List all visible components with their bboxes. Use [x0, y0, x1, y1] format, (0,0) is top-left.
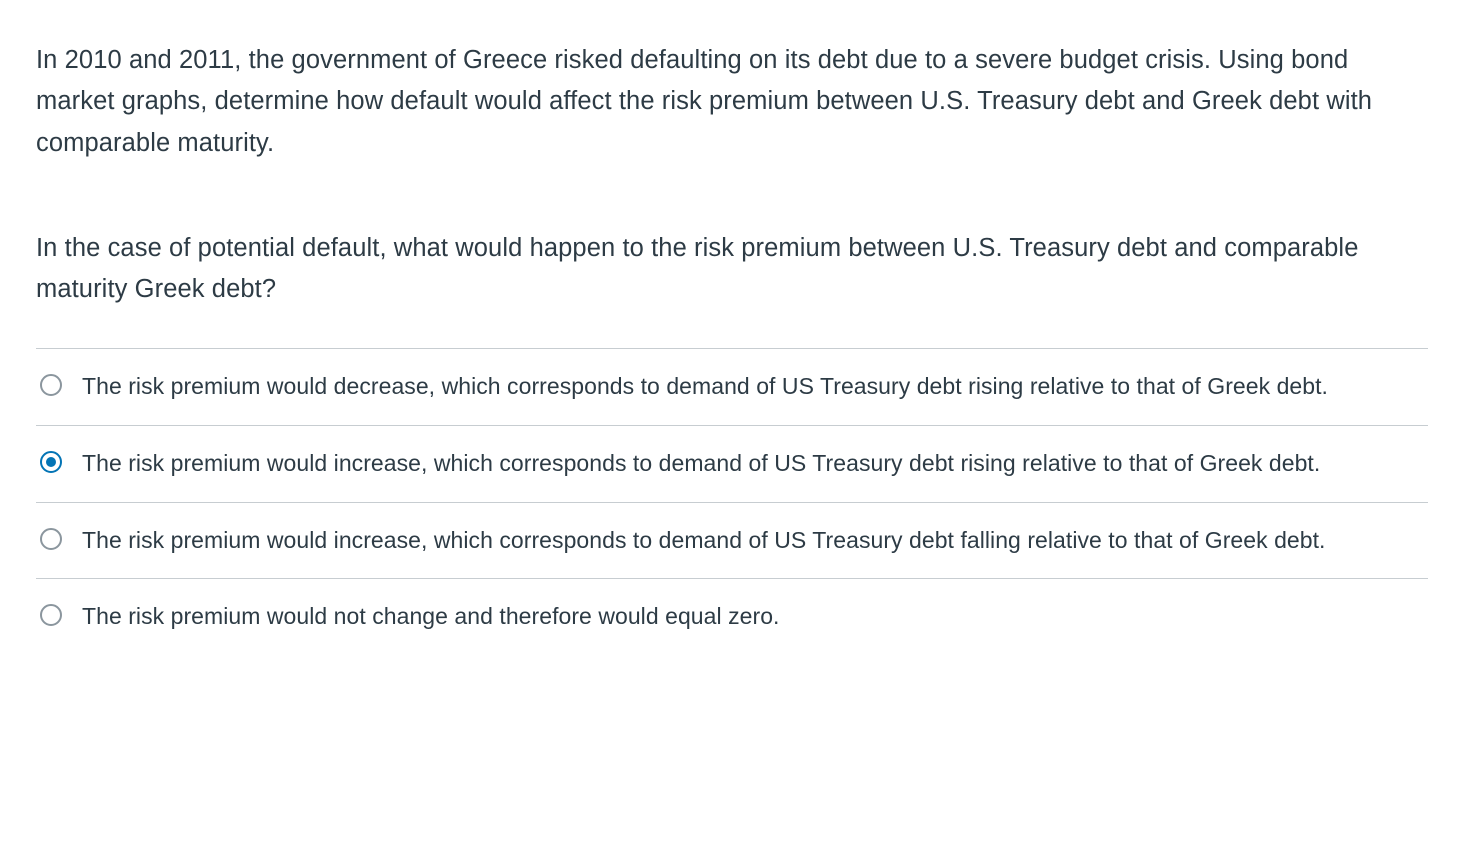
option-0[interactable]: The risk premium would decrease, which c… — [36, 349, 1428, 426]
option-label: The risk premium would not change and th… — [82, 599, 779, 635]
options-list: The risk premium would decrease, which c… — [36, 348, 1428, 655]
radio-icon[interactable] — [40, 374, 62, 396]
radio-icon[interactable] — [40, 604, 62, 626]
option-2[interactable]: The risk premium would increase, which c… — [36, 503, 1428, 580]
option-label: The risk premium would decrease, which c… — [82, 369, 1328, 405]
radio-icon[interactable] — [40, 528, 62, 550]
option-1[interactable]: The risk premium would increase, which c… — [36, 426, 1428, 503]
radio-icon[interactable] — [40, 451, 62, 473]
option-3[interactable]: The risk premium would not change and th… — [36, 579, 1428, 655]
option-label: The risk premium would increase, which c… — [82, 523, 1325, 559]
question-container: In 2010 and 2011, the government of Gree… — [0, 0, 1464, 665]
question-prompt: In the case of potential default, what w… — [36, 228, 1428, 311]
option-label: The risk premium would increase, which c… — [82, 446, 1320, 482]
question-context: In 2010 and 2011, the government of Gree… — [36, 40, 1428, 164]
